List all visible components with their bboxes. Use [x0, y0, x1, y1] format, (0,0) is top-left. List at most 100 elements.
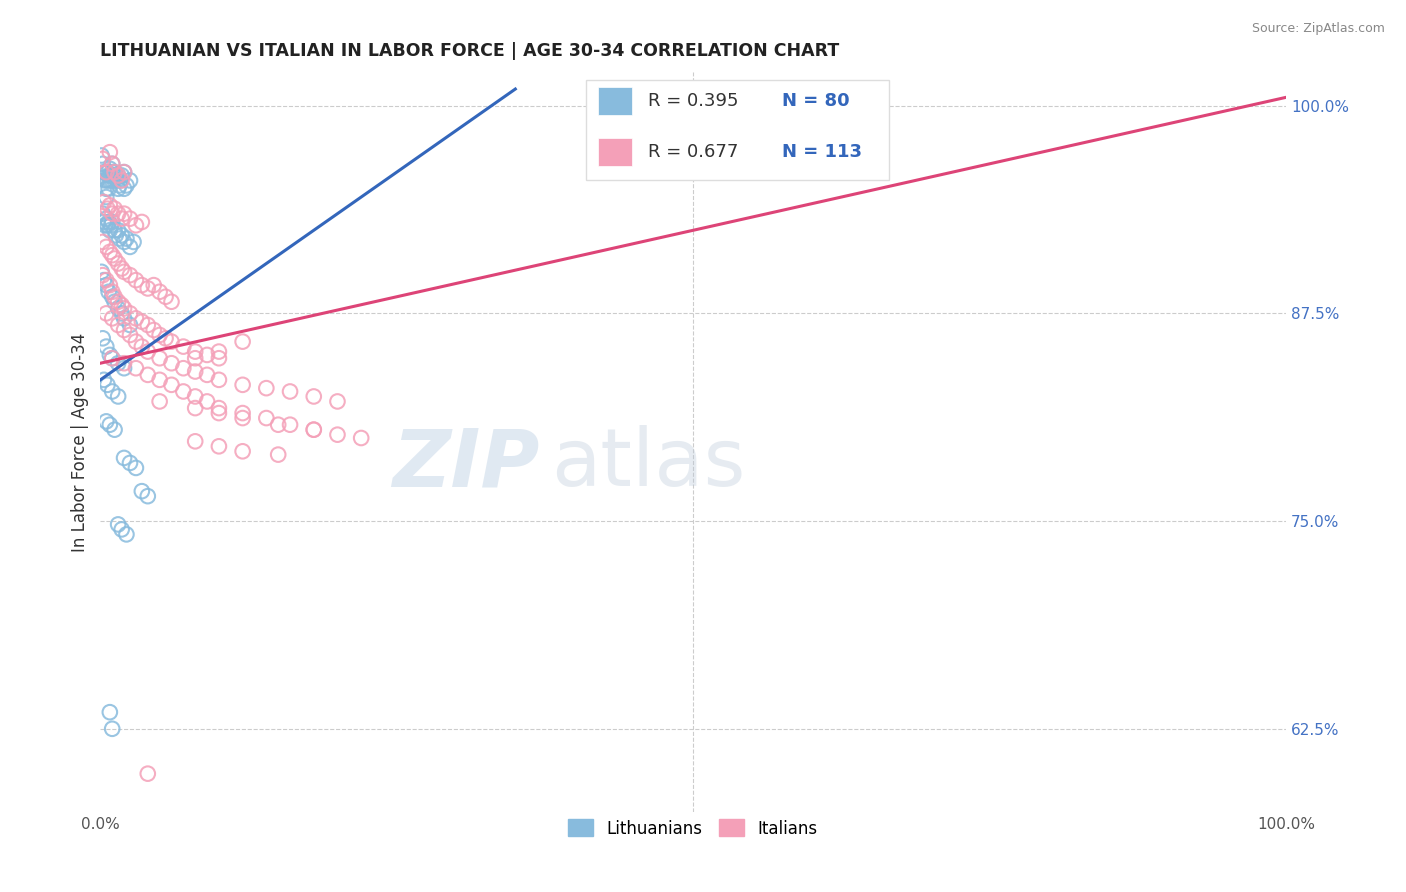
Point	[131, 484, 153, 499]
Point	[172, 340, 194, 354]
Point	[107, 318, 129, 332]
Point	[96, 273, 118, 287]
Point	[91, 157, 114, 171]
Point	[103, 202, 125, 216]
Text: N = 80: N = 80	[782, 92, 849, 111]
Point	[112, 235, 135, 249]
Text: atlas: atlas	[551, 425, 745, 503]
Point	[96, 278, 118, 293]
Point	[107, 256, 129, 270]
Point	[96, 340, 118, 354]
Point	[112, 301, 135, 316]
Point	[111, 173, 134, 187]
Point	[100, 219, 122, 233]
Point	[97, 285, 120, 299]
Point	[108, 231, 131, 245]
Point	[184, 389, 207, 403]
Point	[125, 273, 148, 287]
Point	[104, 169, 127, 183]
Point	[107, 389, 129, 403]
Point	[111, 298, 134, 312]
Point	[96, 240, 118, 254]
Point	[254, 381, 277, 395]
Point	[103, 165, 125, 179]
Point	[142, 323, 165, 337]
Point	[98, 145, 121, 160]
Point	[103, 294, 125, 309]
Point	[98, 348, 121, 362]
Point	[125, 311, 148, 326]
Point	[112, 311, 135, 326]
Point	[103, 223, 125, 237]
Point	[160, 294, 183, 309]
Point	[101, 248, 124, 262]
Point	[101, 722, 124, 736]
Point	[112, 361, 135, 376]
Point	[101, 157, 124, 171]
Point	[90, 265, 112, 279]
Point	[111, 261, 134, 276]
Point	[208, 344, 231, 359]
Point	[142, 278, 165, 293]
Point	[93, 373, 115, 387]
Point	[208, 439, 231, 453]
Point	[97, 169, 120, 183]
Point	[91, 207, 114, 221]
Point	[136, 281, 159, 295]
Point	[103, 252, 125, 266]
Point	[103, 173, 125, 187]
Text: N = 113: N = 113	[782, 144, 862, 161]
Point	[118, 268, 141, 282]
Point	[96, 377, 118, 392]
Point	[111, 228, 134, 243]
Point	[101, 173, 124, 187]
Text: ZIP: ZIP	[392, 425, 538, 503]
Point	[107, 169, 129, 183]
Point	[136, 766, 159, 780]
Point	[115, 527, 138, 541]
Point	[184, 351, 207, 366]
Point	[326, 427, 349, 442]
Point	[96, 182, 118, 196]
Point	[96, 219, 118, 233]
Text: R = 0.677: R = 0.677	[648, 144, 738, 161]
Point	[103, 169, 125, 183]
Point	[136, 489, 159, 503]
Point	[254, 411, 277, 425]
Point	[91, 235, 114, 249]
Point	[112, 165, 135, 179]
Point	[101, 384, 124, 399]
Point	[160, 334, 183, 349]
Point	[131, 278, 153, 293]
Point	[195, 348, 218, 362]
Point	[112, 265, 135, 279]
Point	[98, 705, 121, 719]
Point	[195, 394, 218, 409]
Point	[107, 182, 129, 196]
Point	[208, 406, 231, 420]
Point	[101, 311, 124, 326]
Point	[232, 377, 254, 392]
Point	[172, 361, 194, 376]
Point	[232, 406, 254, 420]
Point	[96, 306, 118, 320]
Text: Source: ZipAtlas.com: Source: ZipAtlas.com	[1251, 22, 1385, 36]
Point	[125, 361, 148, 376]
Point	[232, 444, 254, 458]
Point	[107, 223, 129, 237]
Point	[103, 165, 125, 179]
Point	[101, 207, 124, 221]
Point	[184, 365, 207, 379]
Point	[98, 198, 121, 212]
Point	[160, 377, 183, 392]
Point	[107, 356, 129, 370]
Point	[131, 215, 153, 229]
FancyBboxPatch shape	[586, 79, 889, 179]
Text: LITHUANIAN VS ITALIAN IN LABOR FORCE | AGE 30-34 CORRELATION CHART: LITHUANIAN VS ITALIAN IN LABOR FORCE | A…	[100, 42, 839, 60]
Point	[94, 173, 117, 187]
Point	[96, 202, 118, 216]
Point	[302, 389, 325, 403]
Point	[96, 190, 118, 204]
Point	[149, 328, 172, 343]
Point	[111, 522, 134, 536]
